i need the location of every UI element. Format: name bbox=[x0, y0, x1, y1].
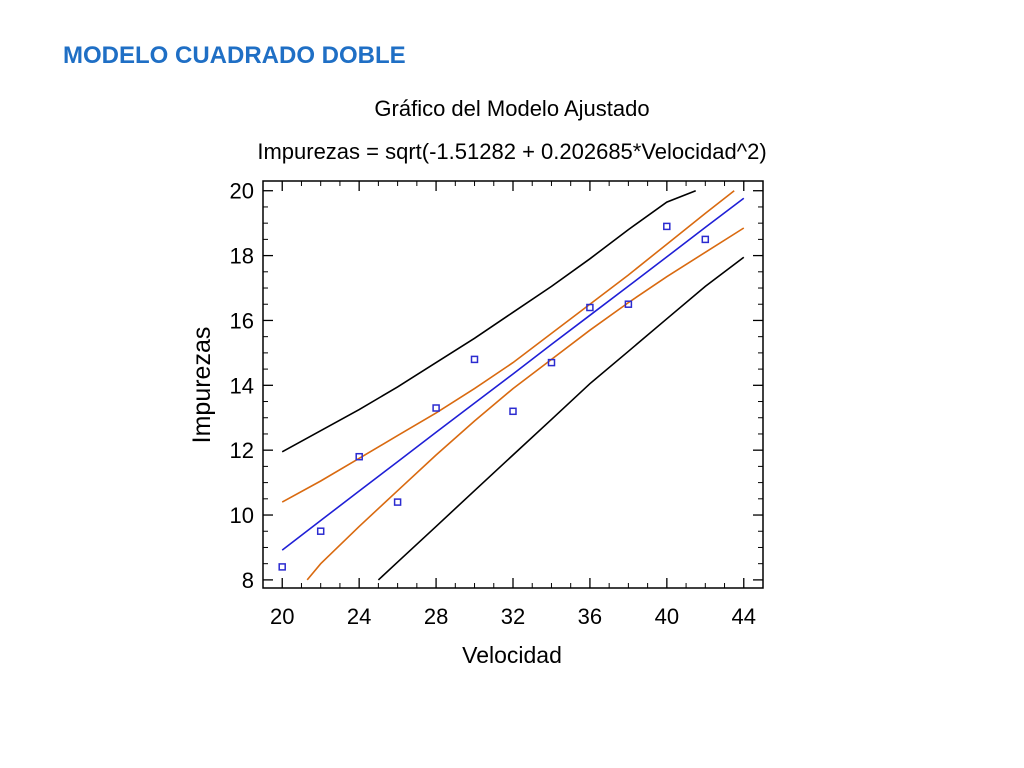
chart-title: Gráfico del Modelo Ajustado bbox=[374, 96, 649, 121]
y-tick-label: 8 bbox=[242, 568, 254, 593]
data-point bbox=[316, 527, 325, 535]
data-point bbox=[624, 300, 633, 308]
data-point bbox=[278, 563, 286, 571]
data-point bbox=[509, 407, 517, 416]
x-tick-label: 24 bbox=[347, 604, 371, 629]
y-axis-label: Impurezas bbox=[188, 327, 216, 444]
y-tick-label: 20 bbox=[230, 179, 254, 204]
confidence-upper-line bbox=[281, 190, 735, 503]
x-tick-label: 28 bbox=[424, 604, 448, 629]
data-point bbox=[470, 355, 479, 364]
y-tick-label: 18 bbox=[230, 244, 254, 269]
data-point bbox=[393, 498, 402, 506]
x-tick-label: 20 bbox=[270, 604, 294, 629]
data-point bbox=[663, 222, 671, 231]
data-point bbox=[432, 404, 440, 412]
y-tick-label: 14 bbox=[230, 373, 254, 398]
fitted-line bbox=[281, 197, 745, 551]
prediction-upper-line bbox=[281, 189, 696, 453]
x-axis-label: Velocidad bbox=[462, 642, 562, 668]
data-point bbox=[547, 358, 556, 367]
x-tick-label: 32 bbox=[501, 604, 525, 629]
x-tick-label: 40 bbox=[655, 604, 679, 629]
plot-area bbox=[278, 189, 745, 581]
data-point bbox=[701, 235, 710, 244]
data-point bbox=[586, 303, 594, 312]
x-tick-label: 36 bbox=[578, 604, 602, 629]
slide-heading: MODELO CUADRADO DOBLE bbox=[63, 42, 406, 69]
prediction-lower-line bbox=[377, 256, 745, 581]
plot-frame bbox=[262, 180, 764, 589]
chart-subtitle: Impurezas = sqrt(-1.51282 + 0.202685*Vel… bbox=[257, 139, 766, 164]
confidence-lower-line bbox=[306, 227, 745, 581]
data-point bbox=[355, 452, 363, 461]
y-tick-label: 16 bbox=[230, 308, 254, 333]
y-tick-label: 10 bbox=[230, 503, 254, 528]
y-tick-label: 12 bbox=[230, 438, 254, 463]
x-tick-label: 44 bbox=[732, 604, 756, 629]
